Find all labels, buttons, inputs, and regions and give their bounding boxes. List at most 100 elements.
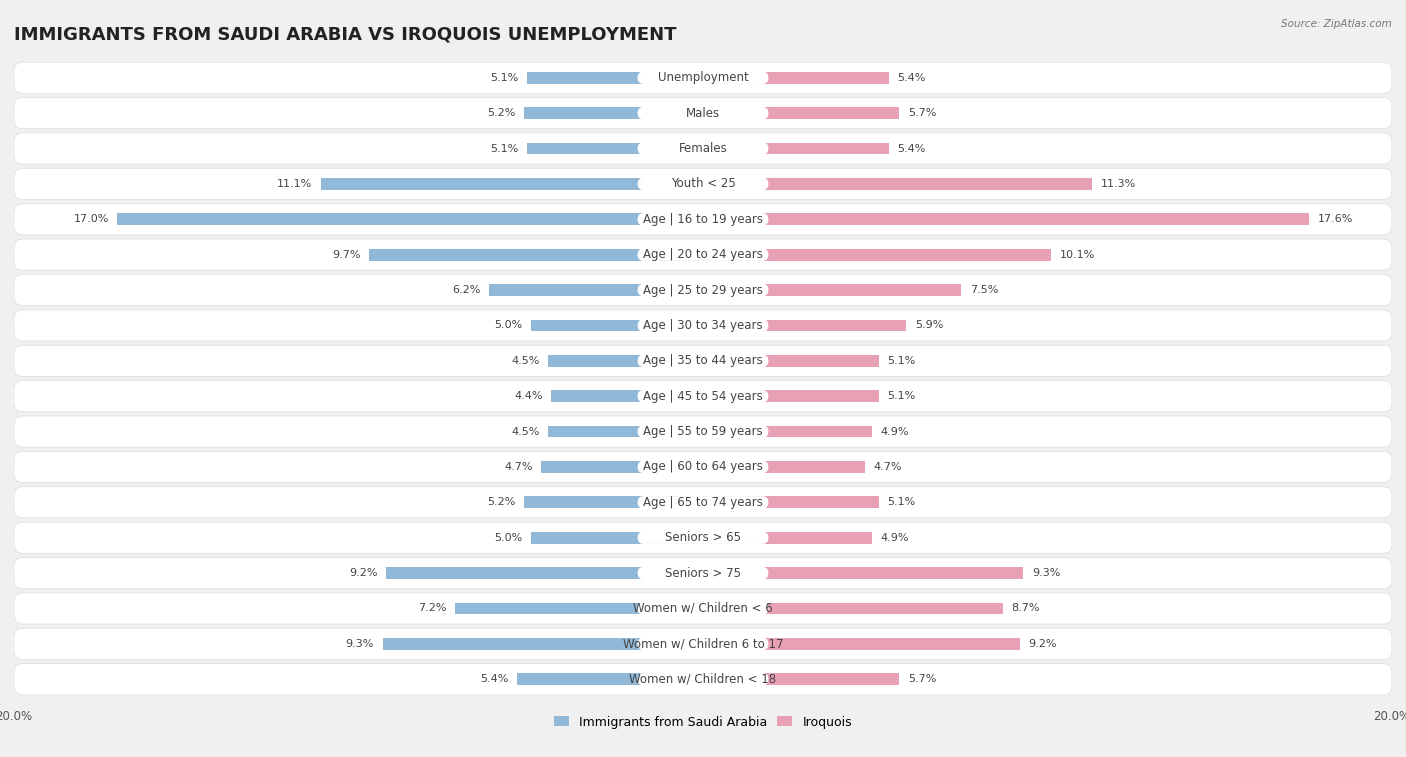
FancyBboxPatch shape: [14, 664, 1392, 695]
Text: Age | 45 to 54 years: Age | 45 to 54 years: [643, 390, 763, 403]
FancyBboxPatch shape: [637, 461, 769, 473]
FancyBboxPatch shape: [637, 354, 769, 367]
FancyBboxPatch shape: [637, 496, 769, 509]
Bar: [703, 461, 865, 473]
Text: 9.3%: 9.3%: [1032, 568, 1060, 578]
Text: 17.6%: 17.6%: [1317, 214, 1353, 224]
FancyBboxPatch shape: [14, 310, 1392, 341]
Text: Source: ZipAtlas.com: Source: ZipAtlas.com: [1281, 19, 1392, 29]
Text: 9.2%: 9.2%: [1029, 639, 1057, 649]
Bar: [548, 355, 703, 366]
Text: 5.4%: 5.4%: [897, 144, 927, 154]
Bar: [527, 142, 703, 154]
FancyBboxPatch shape: [637, 603, 769, 615]
Text: Age | 60 to 64 years: Age | 60 to 64 years: [643, 460, 763, 473]
Text: 5.2%: 5.2%: [486, 108, 515, 118]
Text: 4.9%: 4.9%: [880, 427, 908, 437]
FancyBboxPatch shape: [637, 319, 769, 332]
Text: 5.1%: 5.1%: [887, 391, 915, 401]
Text: 5.1%: 5.1%: [491, 73, 519, 83]
Text: Age | 30 to 34 years: Age | 30 to 34 years: [643, 319, 763, 332]
Bar: [703, 249, 1050, 260]
Bar: [703, 532, 872, 544]
Text: 5.7%: 5.7%: [908, 674, 936, 684]
Bar: [531, 319, 703, 332]
Text: 5.4%: 5.4%: [897, 73, 927, 83]
Text: 4.7%: 4.7%: [503, 462, 533, 472]
Bar: [703, 603, 1002, 615]
FancyBboxPatch shape: [14, 62, 1392, 93]
FancyBboxPatch shape: [14, 593, 1392, 624]
Text: Seniors > 75: Seniors > 75: [665, 566, 741, 580]
Text: 4.5%: 4.5%: [510, 427, 540, 437]
Text: Unemployment: Unemployment: [658, 71, 748, 84]
Bar: [456, 603, 703, 615]
Text: Males: Males: [686, 107, 720, 120]
Text: 11.1%: 11.1%: [277, 179, 312, 189]
Text: 5.0%: 5.0%: [494, 320, 522, 330]
Text: 17.0%: 17.0%: [73, 214, 108, 224]
Text: Age | 25 to 29 years: Age | 25 to 29 years: [643, 284, 763, 297]
Text: 9.7%: 9.7%: [332, 250, 360, 260]
FancyBboxPatch shape: [14, 416, 1392, 447]
FancyBboxPatch shape: [637, 107, 769, 120]
FancyBboxPatch shape: [637, 248, 769, 261]
Bar: [551, 391, 703, 402]
FancyBboxPatch shape: [14, 133, 1392, 164]
Bar: [703, 567, 1024, 579]
Bar: [703, 213, 1309, 225]
Text: Age | 20 to 24 years: Age | 20 to 24 years: [643, 248, 763, 261]
Bar: [524, 497, 703, 508]
Text: 4.5%: 4.5%: [510, 356, 540, 366]
Text: 5.7%: 5.7%: [908, 108, 936, 118]
Bar: [117, 213, 703, 225]
FancyBboxPatch shape: [14, 522, 1392, 553]
Text: 5.1%: 5.1%: [491, 144, 519, 154]
Bar: [524, 107, 703, 119]
Text: 5.2%: 5.2%: [486, 497, 515, 507]
Bar: [527, 72, 703, 84]
FancyBboxPatch shape: [14, 345, 1392, 376]
Bar: [321, 178, 703, 190]
Bar: [517, 673, 703, 685]
Bar: [387, 567, 703, 579]
FancyBboxPatch shape: [637, 531, 769, 544]
Bar: [703, 72, 889, 84]
FancyBboxPatch shape: [14, 204, 1392, 235]
Text: 11.3%: 11.3%: [1101, 179, 1136, 189]
Text: 7.5%: 7.5%: [970, 285, 998, 295]
Text: Females: Females: [679, 142, 727, 155]
Bar: [703, 391, 879, 402]
Text: Women w/ Children 6 to 17: Women w/ Children 6 to 17: [623, 637, 783, 650]
Text: Youth < 25: Youth < 25: [671, 177, 735, 191]
Text: Women w/ Children < 18: Women w/ Children < 18: [630, 673, 776, 686]
FancyBboxPatch shape: [637, 284, 769, 296]
Text: Seniors > 65: Seniors > 65: [665, 531, 741, 544]
FancyBboxPatch shape: [14, 381, 1392, 412]
Bar: [703, 638, 1019, 650]
FancyBboxPatch shape: [14, 487, 1392, 518]
Text: Age | 55 to 59 years: Age | 55 to 59 years: [643, 425, 763, 438]
Bar: [703, 319, 907, 332]
FancyBboxPatch shape: [637, 142, 769, 154]
Text: 9.2%: 9.2%: [349, 568, 377, 578]
FancyBboxPatch shape: [637, 72, 769, 84]
FancyBboxPatch shape: [14, 628, 1392, 659]
Text: Women w/ Children < 6: Women w/ Children < 6: [633, 602, 773, 615]
Bar: [703, 142, 889, 154]
Text: 5.0%: 5.0%: [494, 533, 522, 543]
Text: 8.7%: 8.7%: [1011, 603, 1040, 613]
Legend: Immigrants from Saudi Arabia, Iroquois: Immigrants from Saudi Arabia, Iroquois: [550, 711, 856, 734]
Bar: [548, 425, 703, 438]
Text: Age | 35 to 44 years: Age | 35 to 44 years: [643, 354, 763, 367]
FancyBboxPatch shape: [637, 425, 769, 438]
Bar: [541, 461, 703, 473]
Bar: [382, 638, 703, 650]
Text: 5.1%: 5.1%: [887, 497, 915, 507]
FancyBboxPatch shape: [637, 178, 769, 190]
Bar: [703, 425, 872, 438]
Text: IMMIGRANTS FROM SAUDI ARABIA VS IROQUOIS UNEMPLOYMENT: IMMIGRANTS FROM SAUDI ARABIA VS IROQUOIS…: [14, 25, 676, 43]
Text: Age | 65 to 74 years: Age | 65 to 74 years: [643, 496, 763, 509]
Text: 5.4%: 5.4%: [479, 674, 509, 684]
FancyBboxPatch shape: [14, 557, 1392, 589]
